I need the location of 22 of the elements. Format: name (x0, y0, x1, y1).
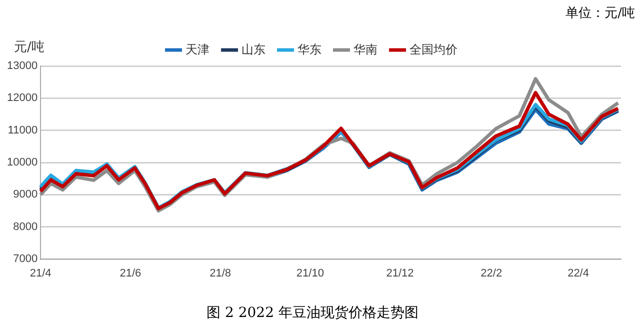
text: 图 2 2022 年豆油现货价格走势图 (206, 305, 418, 322)
y-axis-title: 元/吨 (14, 40, 44, 55)
legend-label: 华南 (354, 42, 378, 56)
x-tick-label: 21/12 (386, 268, 414, 280)
y-tick-label: 12000 (6, 92, 38, 104)
x-tick-label: 21/10 (296, 268, 324, 280)
y-tick-label: 7000 (13, 253, 38, 266)
y-tick-label: 11000 (8, 124, 38, 136)
x-tick-label: 21/6 (120, 268, 142, 280)
y-tick-label: 9000 (13, 188, 38, 201)
text: 单位：元/吨 (566, 5, 635, 22)
legend-label: 天津 (186, 42, 210, 56)
x-tick-label: 21/8 (210, 268, 232, 280)
legend-label: 华东 (298, 42, 322, 56)
x-tick-label: 22/4 (568, 268, 589, 280)
y-tick-label: 10000 (6, 156, 38, 169)
legend-label: 全国均价 (410, 42, 458, 56)
y-tick-label: 8000 (13, 220, 38, 233)
x-tick-label: 21/4 (30, 268, 52, 280)
x-tick-label: 22/2 (480, 268, 502, 280)
y-tick-label: 13000 (6, 60, 38, 72)
legend-label: 山东 (242, 42, 266, 56)
